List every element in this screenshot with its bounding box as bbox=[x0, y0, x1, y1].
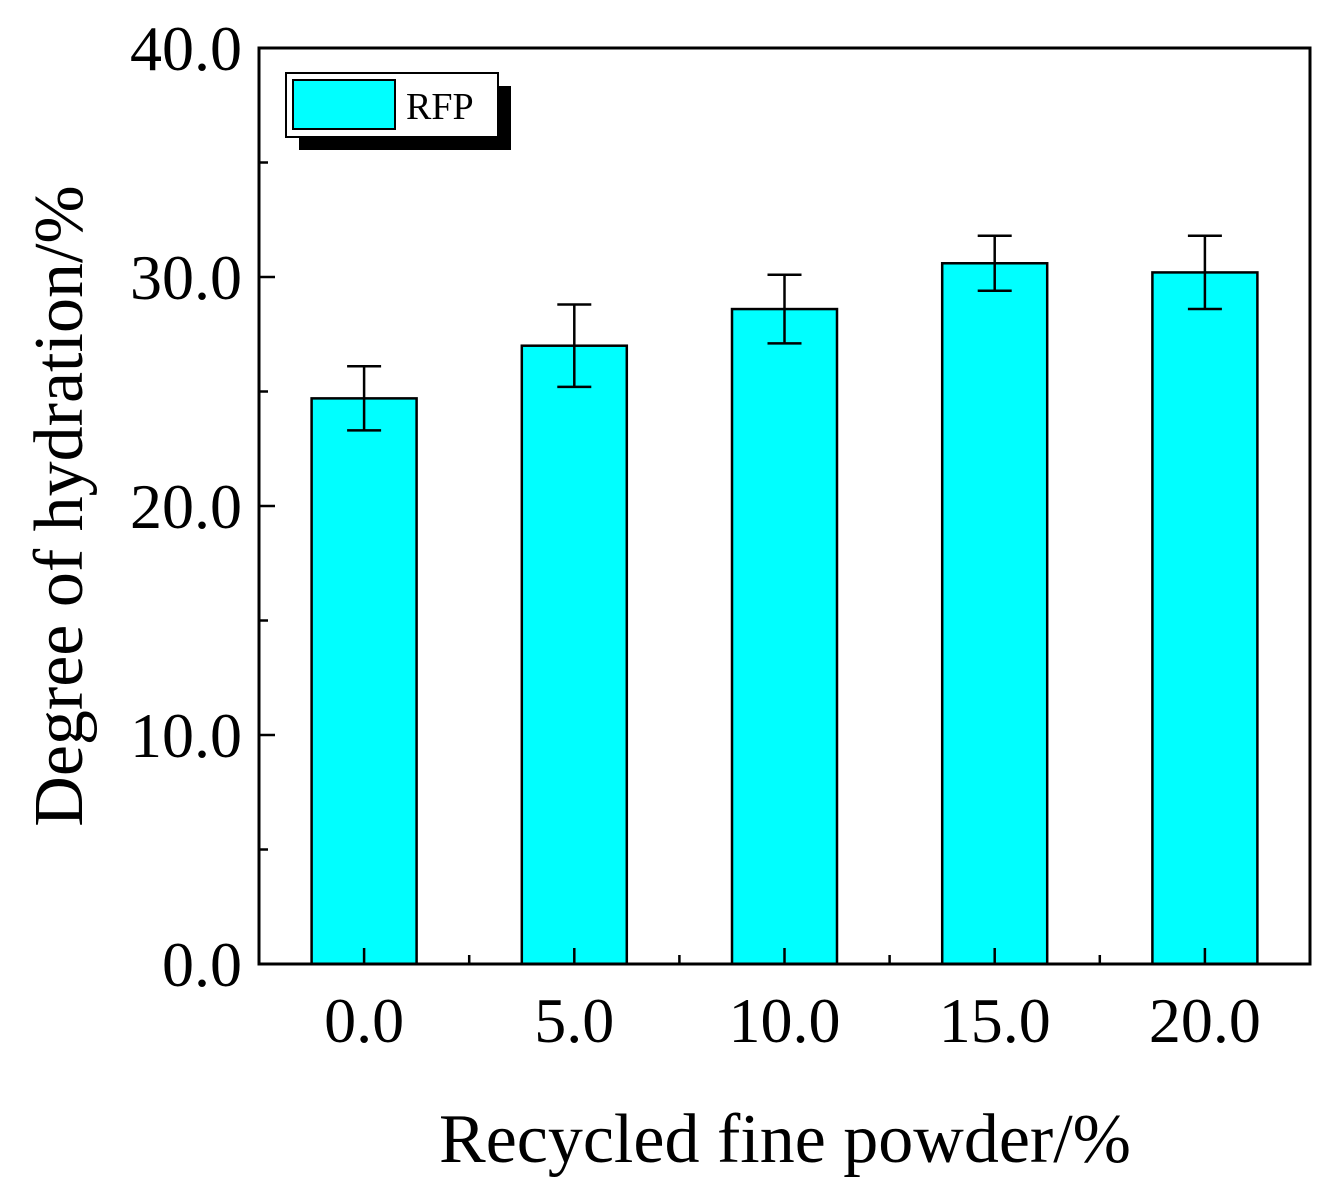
legend-swatch bbox=[292, 79, 396, 130]
x-tick-label: 5.0 bbox=[534, 985, 614, 1056]
y-tick-label: 20.0 bbox=[130, 471, 242, 542]
legend: RFP bbox=[285, 72, 511, 150]
x-tick-labels: 0.0 5.0 10.0 15.0 20.0 bbox=[324, 985, 1261, 1056]
bar bbox=[940, 262, 1049, 966]
bar bbox=[520, 344, 629, 966]
x-tick-label: 20.0 bbox=[1149, 985, 1261, 1056]
bars-layer bbox=[310, 262, 1259, 966]
x-tick-label: 10.0 bbox=[729, 985, 841, 1056]
y-tick-label: 40.0 bbox=[130, 13, 242, 84]
y-tick-label: 30.0 bbox=[130, 242, 242, 313]
y-axis-title: Degree of hydration/% bbox=[21, 185, 98, 826]
y-tick-labels: 0.0 10.0 20.0 30.0 40.0 bbox=[130, 13, 242, 1000]
bar bbox=[310, 397, 418, 966]
ticks-layer bbox=[259, 46, 1207, 966]
bar bbox=[1151, 271, 1259, 966]
y-tick-label: 0.0 bbox=[162, 929, 242, 1000]
error-bars-layer bbox=[347, 234, 1222, 432]
x-axis-title: Recycled fine powder/% bbox=[439, 1101, 1131, 1178]
legend-label: RFP bbox=[406, 86, 474, 128]
bar bbox=[730, 307, 839, 966]
x-tick-label: 0.0 bbox=[324, 985, 404, 1056]
x-tick-label: 15.0 bbox=[939, 985, 1051, 1056]
y-tick-label: 10.0 bbox=[130, 700, 242, 771]
